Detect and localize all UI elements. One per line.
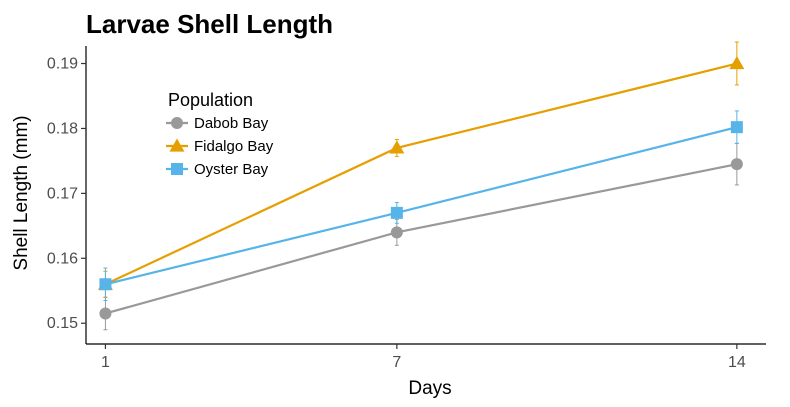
- legend-item: Fidalgo Bay: [166, 138, 274, 155]
- x-tick-label: 1: [101, 354, 110, 371]
- y-tick-label: 0.16: [47, 250, 78, 267]
- series-fidalgo-bay: [97, 41, 745, 298]
- legend-label: Fidalgo Bay: [194, 138, 274, 155]
- data-point: [390, 206, 403, 219]
- legend-item: Oyster Bay: [166, 161, 269, 178]
- data-point: [99, 278, 112, 291]
- legend-marker: [171, 163, 183, 175]
- legend-title: Population: [168, 90, 253, 110]
- data-point: [390, 226, 403, 239]
- data-point: [99, 307, 112, 320]
- legend-marker: [169, 138, 185, 152]
- legend-label: Oyster Bay: [194, 161, 269, 178]
- x-tick-label: 14: [728, 354, 746, 371]
- plot-area: 0.150.160.170.180.19 1 7 14: [47, 41, 766, 371]
- x-axis-label: Days: [408, 378, 451, 399]
- y-axis-ticks: 0.15 0.16 0.17 0.18 0.19: [47, 56, 86, 332]
- y-axis-label: Shell Length (mm): [11, 115, 32, 270]
- series-layer: [97, 41, 745, 331]
- chart-title: Larvae Shell Length: [86, 9, 333, 39]
- data-point: [729, 56, 745, 70]
- data-point: [389, 140, 405, 154]
- x-tick-label: 7: [392, 354, 401, 371]
- legend-items: Dabob Bay Fidalgo Bay Oyster Bay: [166, 115, 274, 178]
- data-point: [730, 121, 743, 134]
- y-tick-label: 0.19: [47, 56, 78, 73]
- series-oyster-bay: [99, 110, 743, 302]
- y-tick-label: 0.15: [47, 315, 78, 332]
- legend-label: Dabob Bay: [194, 115, 269, 132]
- y-tick-label: 0.17: [47, 185, 78, 202]
- data-point: [730, 158, 743, 171]
- y-tick-label: 0.18: [47, 120, 78, 137]
- legend: Population Dabob Bay Fidalgo Bay Oyster Ba…: [166, 90, 274, 178]
- series-dabob-bay: [99, 142, 743, 331]
- legend-marker: [171, 117, 183, 129]
- legend-item: Dabob Bay: [166, 115, 269, 132]
- x-axis-ticks: 1 7 14: [101, 344, 746, 371]
